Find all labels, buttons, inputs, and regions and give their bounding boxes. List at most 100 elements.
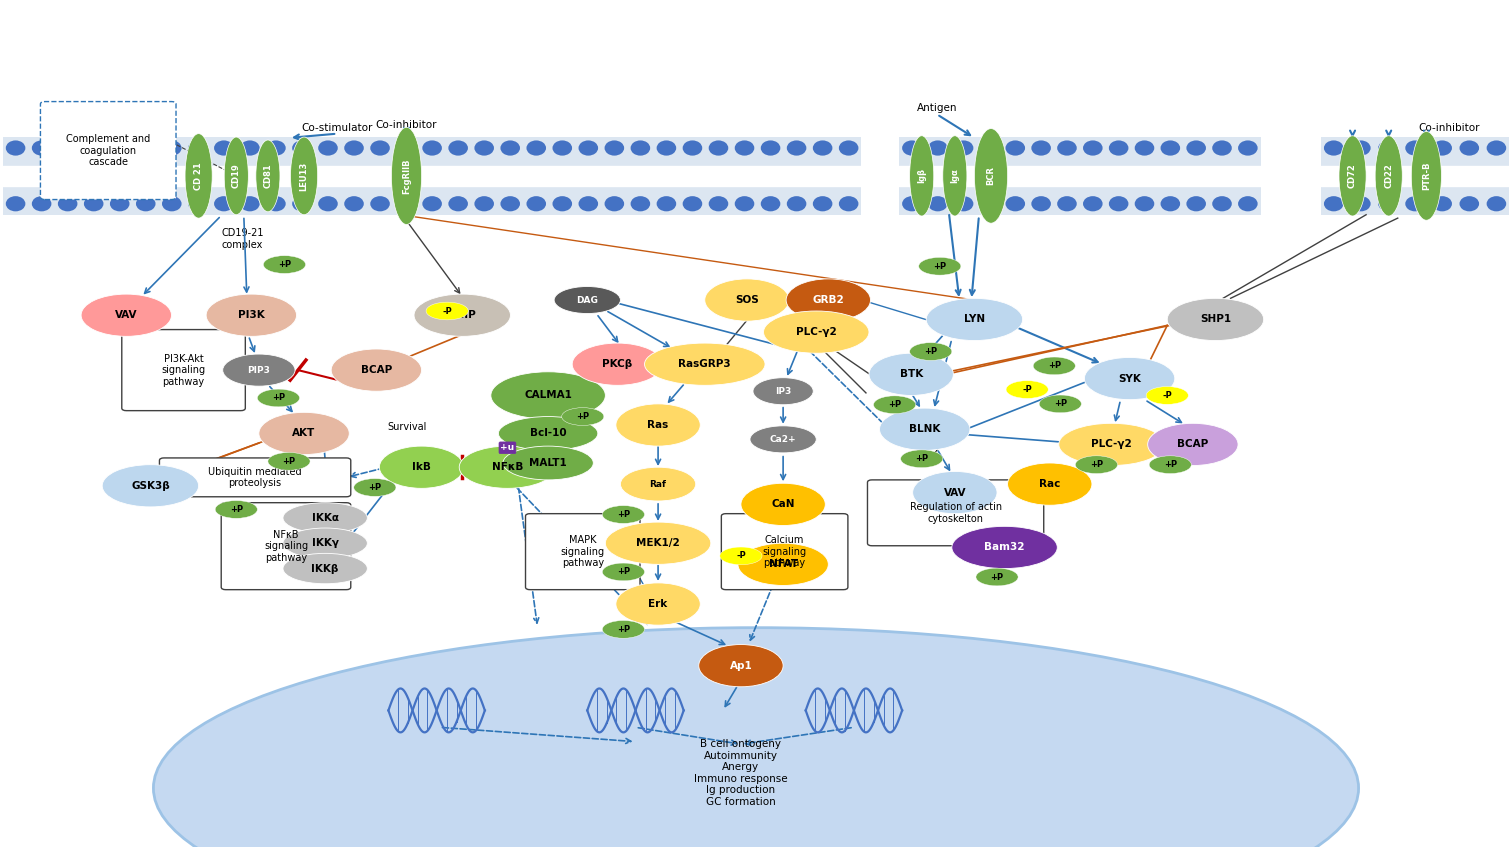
- Text: +P: +P: [1048, 361, 1061, 371]
- Text: B cell ontogeny
Autoimmunity
Anergy
Immuno response
Ig production
GC formation: B cell ontogeny Autoimmunity Anergy Immu…: [694, 739, 788, 807]
- Ellipse shape: [699, 644, 783, 687]
- Ellipse shape: [1134, 196, 1154, 212]
- Text: Ca2+: Ca2+: [770, 435, 797, 444]
- Ellipse shape: [259, 412, 349, 455]
- Text: +P: +P: [990, 573, 1004, 581]
- Ellipse shape: [910, 136, 934, 216]
- Ellipse shape: [1057, 196, 1077, 212]
- Ellipse shape: [1083, 140, 1102, 156]
- Ellipse shape: [240, 196, 260, 212]
- Ellipse shape: [290, 137, 318, 215]
- FancyBboxPatch shape: [122, 330, 245, 411]
- Ellipse shape: [1005, 140, 1025, 156]
- Text: MEK1/2: MEK1/2: [637, 538, 680, 548]
- Ellipse shape: [1108, 196, 1128, 212]
- Ellipse shape: [318, 140, 337, 156]
- Text: -P: -P: [1022, 385, 1033, 394]
- Ellipse shape: [257, 389, 299, 407]
- Ellipse shape: [572, 343, 662, 385]
- Ellipse shape: [579, 196, 599, 212]
- Ellipse shape: [682, 196, 702, 212]
- Ellipse shape: [561, 408, 603, 425]
- Ellipse shape: [869, 354, 954, 395]
- Ellipse shape: [1005, 196, 1025, 212]
- Ellipse shape: [1352, 140, 1371, 156]
- Text: DAG: DAG: [576, 296, 599, 304]
- Ellipse shape: [268, 452, 310, 470]
- Ellipse shape: [449, 196, 467, 212]
- Ellipse shape: [1377, 196, 1397, 212]
- Ellipse shape: [764, 311, 869, 354]
- Text: Erk: Erk: [649, 599, 668, 609]
- Ellipse shape: [813, 140, 833, 156]
- Ellipse shape: [735, 140, 754, 156]
- Ellipse shape: [1405, 140, 1424, 156]
- Text: CD19-21
complex: CD19-21 complex: [221, 229, 263, 250]
- Text: +P: +P: [617, 568, 631, 576]
- Text: AKT: AKT: [292, 428, 316, 439]
- Ellipse shape: [292, 140, 311, 156]
- Ellipse shape: [682, 140, 702, 156]
- Text: LEU13: LEU13: [299, 162, 308, 190]
- Ellipse shape: [380, 446, 464, 489]
- Ellipse shape: [162, 196, 181, 212]
- Ellipse shape: [552, 196, 572, 212]
- Ellipse shape: [82, 294, 171, 337]
- Ellipse shape: [954, 196, 974, 212]
- Ellipse shape: [396, 196, 416, 212]
- Ellipse shape: [110, 196, 130, 212]
- Ellipse shape: [579, 140, 599, 156]
- Ellipse shape: [491, 371, 605, 419]
- Ellipse shape: [953, 526, 1057, 569]
- FancyBboxPatch shape: [868, 480, 1043, 546]
- Ellipse shape: [910, 343, 953, 360]
- Ellipse shape: [1083, 196, 1102, 212]
- Ellipse shape: [656, 140, 676, 156]
- Ellipse shape: [57, 196, 77, 212]
- Ellipse shape: [786, 196, 806, 212]
- Text: SHIP: SHIP: [449, 310, 476, 320]
- Text: Co-inhibitor: Co-inhibitor: [376, 120, 437, 130]
- Ellipse shape: [206, 294, 296, 337]
- Text: +P: +P: [1164, 460, 1176, 469]
- Ellipse shape: [903, 196, 922, 212]
- Ellipse shape: [1039, 395, 1081, 413]
- Ellipse shape: [240, 140, 260, 156]
- Text: ?: ?: [933, 447, 939, 457]
- FancyBboxPatch shape: [1321, 137, 1509, 215]
- Text: VAV: VAV: [115, 310, 138, 320]
- Text: Complement and
coagulation
cascade: Complement and coagulation cascade: [67, 134, 150, 167]
- Text: NFκB
signaling
pathway: NFκB signaling pathway: [265, 530, 308, 563]
- Text: CaN: CaN: [771, 500, 795, 509]
- Text: GSK3β: GSK3β: [132, 481, 169, 490]
- Ellipse shape: [943, 136, 966, 216]
- Text: +P: +P: [617, 510, 631, 519]
- Ellipse shape: [318, 196, 337, 212]
- Ellipse shape: [6, 196, 26, 212]
- Text: CALMA1: CALMA1: [525, 390, 572, 400]
- Text: Ras: Ras: [647, 420, 668, 430]
- Text: BCAP: BCAP: [361, 366, 392, 375]
- Ellipse shape: [605, 522, 711, 564]
- Ellipse shape: [1148, 423, 1238, 466]
- Ellipse shape: [331, 349, 422, 391]
- Ellipse shape: [345, 140, 364, 156]
- Text: +P: +P: [1054, 400, 1067, 408]
- Text: Bcl-10: Bcl-10: [529, 428, 567, 439]
- Text: IP3: IP3: [776, 387, 791, 396]
- Text: MAPK
signaling
pathway: MAPK signaling pathway: [561, 535, 605, 569]
- Ellipse shape: [839, 140, 859, 156]
- Text: CD22: CD22: [1383, 163, 1393, 189]
- Ellipse shape: [32, 140, 51, 156]
- Ellipse shape: [32, 196, 51, 212]
- Ellipse shape: [1432, 140, 1452, 156]
- Ellipse shape: [83, 196, 103, 212]
- Text: Raf: Raf: [650, 479, 667, 489]
- Text: Co-stimulator: Co-stimulator: [301, 122, 373, 133]
- Ellipse shape: [880, 408, 969, 451]
- Text: PTR-B: PTR-B: [1421, 162, 1430, 190]
- Ellipse shape: [422, 196, 442, 212]
- Text: PLC-γ2: PLC-γ2: [795, 327, 836, 337]
- Text: +P: +P: [915, 454, 928, 463]
- Text: Igβ: Igβ: [918, 168, 927, 184]
